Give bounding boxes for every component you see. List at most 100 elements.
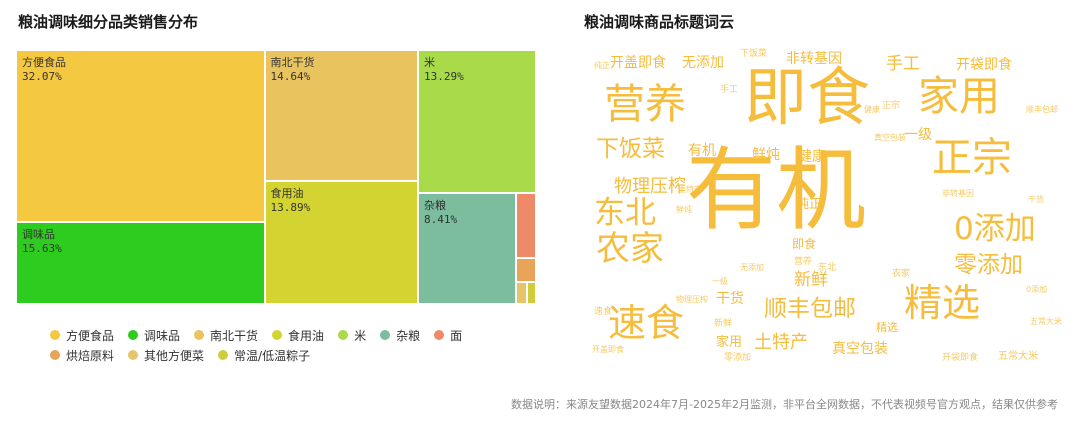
word-cloud-word: 干货 xyxy=(716,291,744,307)
legend-swatch xyxy=(128,330,139,340)
word-cloud-word: 鲜炖 xyxy=(752,147,780,163)
tile-value: 8.41% xyxy=(423,213,458,226)
word-cloud-word: 有机 xyxy=(688,143,716,159)
legend-item[interactable]: 南北干货 xyxy=(194,327,258,344)
word-cloud-word: 顺丰包邮 xyxy=(764,296,856,322)
legend-label: 方便食品 xyxy=(66,328,115,343)
word-cloud-word: 手工 xyxy=(720,85,739,95)
tile-label: 杂粮 xyxy=(423,199,446,212)
legend-item[interactable]: 调味品 xyxy=(128,327,180,344)
tile-label: 米 xyxy=(423,56,435,69)
word-cloud-word: 顺丰包邮 xyxy=(1026,105,1058,114)
treemap-tile: 食用油 13.89% xyxy=(264,180,418,304)
word-cloud-word: 非转基因 xyxy=(786,51,842,67)
tile-label: 南北干货 xyxy=(270,56,315,69)
treemap-title: 粮油调味细分品类销售分布 xyxy=(18,13,199,31)
legend-swatch xyxy=(218,350,229,360)
legend-swatch xyxy=(272,330,283,340)
word-cloud-word: 开盖即食 xyxy=(592,345,624,354)
treemap-chart: 方便食品 32.07% 调味品 15.63% 南北干货 14.64% 食用油 13.89% 米 1… xyxy=(16,50,536,304)
word-cloud-word: 纯正 xyxy=(796,197,823,212)
treemap-tile xyxy=(515,281,527,304)
word-cloud-word: 物理压榨 xyxy=(676,295,708,304)
treemap-tile: 调味品 15.63% xyxy=(16,221,265,304)
word-cloud-word: 新鲜 xyxy=(714,319,733,329)
word-cloud-word: 正宗 xyxy=(932,135,1012,181)
word-cloud-word: 无添加 xyxy=(682,55,724,71)
tile-label: 食用油 xyxy=(270,186,304,200)
legend-label: 常温/低温粽子 xyxy=(234,348,311,363)
word-cloud-word: 真空包装 xyxy=(874,133,906,142)
word-cloud-word: 零添加 xyxy=(954,252,1023,278)
word-cloud-word: 一级 xyxy=(904,127,932,143)
treemap-legend: 方便食品 调味品 南北干货 食用油 米 杂粮 面烘焙原料 其他方便菜 常温/低温粽子 xyxy=(50,325,550,365)
word-cloud-word: 一级 xyxy=(712,277,728,286)
word-cloud-word: 下饭菜 xyxy=(596,136,665,162)
legend-item[interactable]: 食用油 xyxy=(272,327,324,344)
treemap-tile: 杂粮 8.41% xyxy=(417,193,516,304)
word-cloud-word: 下饭菜 xyxy=(740,49,768,59)
word-cloud-word: 开袋即食 xyxy=(942,353,979,363)
legend-item[interactable]: 杂粮 xyxy=(380,327,420,344)
treemap-tile: 米 13.29% xyxy=(417,50,536,193)
legend-swatch xyxy=(128,350,139,360)
treemap-tile: 南北干货 14.64% xyxy=(264,50,418,181)
word-cloud-word: 即食 xyxy=(744,61,870,134)
legend-swatch xyxy=(50,330,60,340)
word-cloud-word: 0添加 xyxy=(954,211,1036,247)
legend-item[interactable]: 其他方便菜 xyxy=(128,347,204,364)
word-cloud-word: 农家 xyxy=(892,269,911,279)
legend-row: 烘焙原料 其他方便菜 常温/低温粽子 xyxy=(50,345,550,365)
word-cloud-word: 健康 xyxy=(864,105,880,114)
legend-swatch xyxy=(50,350,60,360)
word-cloud-word: 营养 xyxy=(604,80,686,128)
word-cloud-word: 新鲜 xyxy=(794,270,828,290)
legend-swatch xyxy=(194,330,205,340)
word-cloud-word: 开袋即食 xyxy=(956,57,1012,73)
word-cloud-word: 健康 xyxy=(798,149,826,165)
word-cloud-word: 有机 xyxy=(686,138,866,243)
legend-label: 调味品 xyxy=(144,328,181,343)
word-cloud-word: 营养 xyxy=(794,257,813,267)
word-cloud-word: 开盖即食 xyxy=(610,55,666,71)
word-cloud-word: 速食 xyxy=(608,301,685,345)
tile-label: 调味品 xyxy=(22,227,55,241)
word-cloud-word: 鲜炖 xyxy=(676,205,692,214)
treemap-tile xyxy=(526,281,536,304)
legend-swatch xyxy=(380,330,391,340)
legend-swatch xyxy=(338,330,349,340)
legend-item[interactable]: 米 xyxy=(338,327,366,344)
legend-item[interactable]: 面 xyxy=(434,327,462,344)
legend-label: 面 xyxy=(450,328,463,343)
word-cloud-word: 农家 xyxy=(596,229,664,269)
legend-item[interactable]: 常温/低温粽子 xyxy=(218,347,310,364)
word-cloud-word: 无添加 xyxy=(740,263,764,272)
legend-label: 南北干货 xyxy=(210,328,259,343)
word-cloud-word: 土特产 xyxy=(678,185,702,194)
legend-label: 杂粮 xyxy=(396,328,421,343)
word-cloud-word: 即食 xyxy=(792,237,817,251)
treemap-tile xyxy=(515,193,536,258)
word-cloud-word: 手工 xyxy=(886,54,920,74)
word-cloud-word: 东北 xyxy=(594,195,656,231)
data-source-note: 数据说明：来源友望数据2024年7月-2025年2月监测，非平台全网数据，不代表… xyxy=(511,398,1058,411)
word-cloud-word: 纯正 xyxy=(594,61,610,70)
tile-value: 14.64% xyxy=(270,70,311,83)
word-cloud-word: 土特产 xyxy=(754,332,808,353)
legend-label: 米 xyxy=(354,328,367,343)
word-cloud-word: 精选 xyxy=(904,281,981,325)
treemap-tile xyxy=(515,257,536,282)
legend-label: 烘焙原料 xyxy=(66,348,115,363)
legend-swatch xyxy=(434,330,445,340)
wordcloud-title: 粮油调味商品标题词云 xyxy=(584,13,735,31)
legend-row: 方便食品 调味品 南北干货 食用油 米 杂粮 面 xyxy=(50,325,550,345)
legend-label: 其他方便菜 xyxy=(144,348,205,363)
legend-item[interactable]: 烘焙原料 xyxy=(50,347,114,364)
tile-value: 13.29% xyxy=(423,70,464,83)
word-cloud-word: 家用 xyxy=(918,72,1000,120)
legend-item[interactable]: 方便食品 xyxy=(50,327,114,344)
tile-label: 方便食品 xyxy=(22,56,66,69)
word-cloud-word: 真空包装 xyxy=(832,341,888,357)
tile-value: 15.63% xyxy=(22,241,62,255)
word-cloud-word: 干货 xyxy=(1028,195,1044,204)
